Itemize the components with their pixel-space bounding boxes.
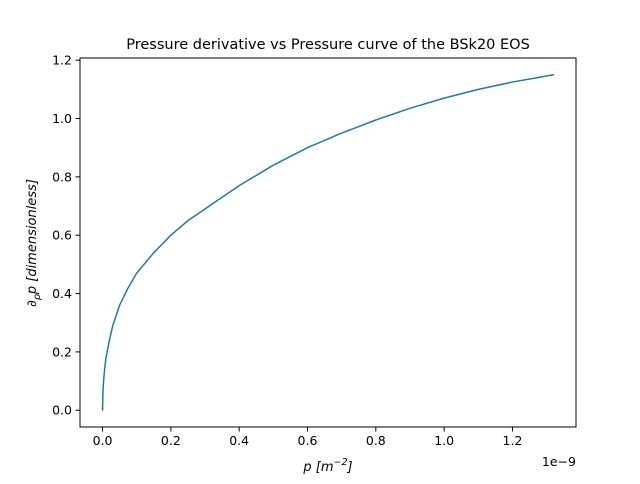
plot-frame [79,57,577,428]
x-tick-label: 0.2 [161,433,181,448]
y-axis-label-partial: ∂ [25,300,40,307]
y-tick-label: 0.4 [52,286,72,301]
y-axis-label-rho: ρ [32,294,43,300]
chart-title: Pressure derivative vs Pressure curve of… [126,37,530,53]
x-offset-label: 1e−9 [542,454,576,469]
x-tick-label: 1.2 [503,433,523,448]
y-axis-ticks: 0.0 0.2 0.4 0.6 0.8 1.0 1.2 [52,53,80,418]
plot-area [79,57,577,428]
x-tick-label: 0.4 [229,433,249,448]
y-axis-label-p: p [25,282,40,295]
y-axis-label-units: [dimensionless] [25,179,40,282]
x-axis-label: p [m−2] [302,457,352,475]
y-tick-label: 0.2 [52,344,72,359]
x-axis-label-end: ] [347,460,353,475]
y-tick-label: 0.0 [52,403,72,418]
x-axis-label-sup: −2 [334,457,348,468]
x-axis-ticks: 0.0 0.2 0.4 0.6 0.8 1.0 1.2 [93,427,523,448]
y-axis-label: ∂ρp [dimensionless] [25,179,43,307]
x-tick-label: 1.0 [434,433,454,448]
y-tick-label: 0.8 [52,169,72,184]
y-tick-label: 0.6 [52,228,72,243]
x-tick-label: 0.8 [366,433,386,448]
x-tick-label: 0.6 [298,433,318,448]
x-axis-label-base: p [m [302,460,333,475]
y-tick-label: 1.2 [52,53,72,68]
series-line-0 [101,74,555,411]
x-tick-label: 0.0 [93,433,113,448]
y-tick-label: 1.0 [52,111,72,126]
